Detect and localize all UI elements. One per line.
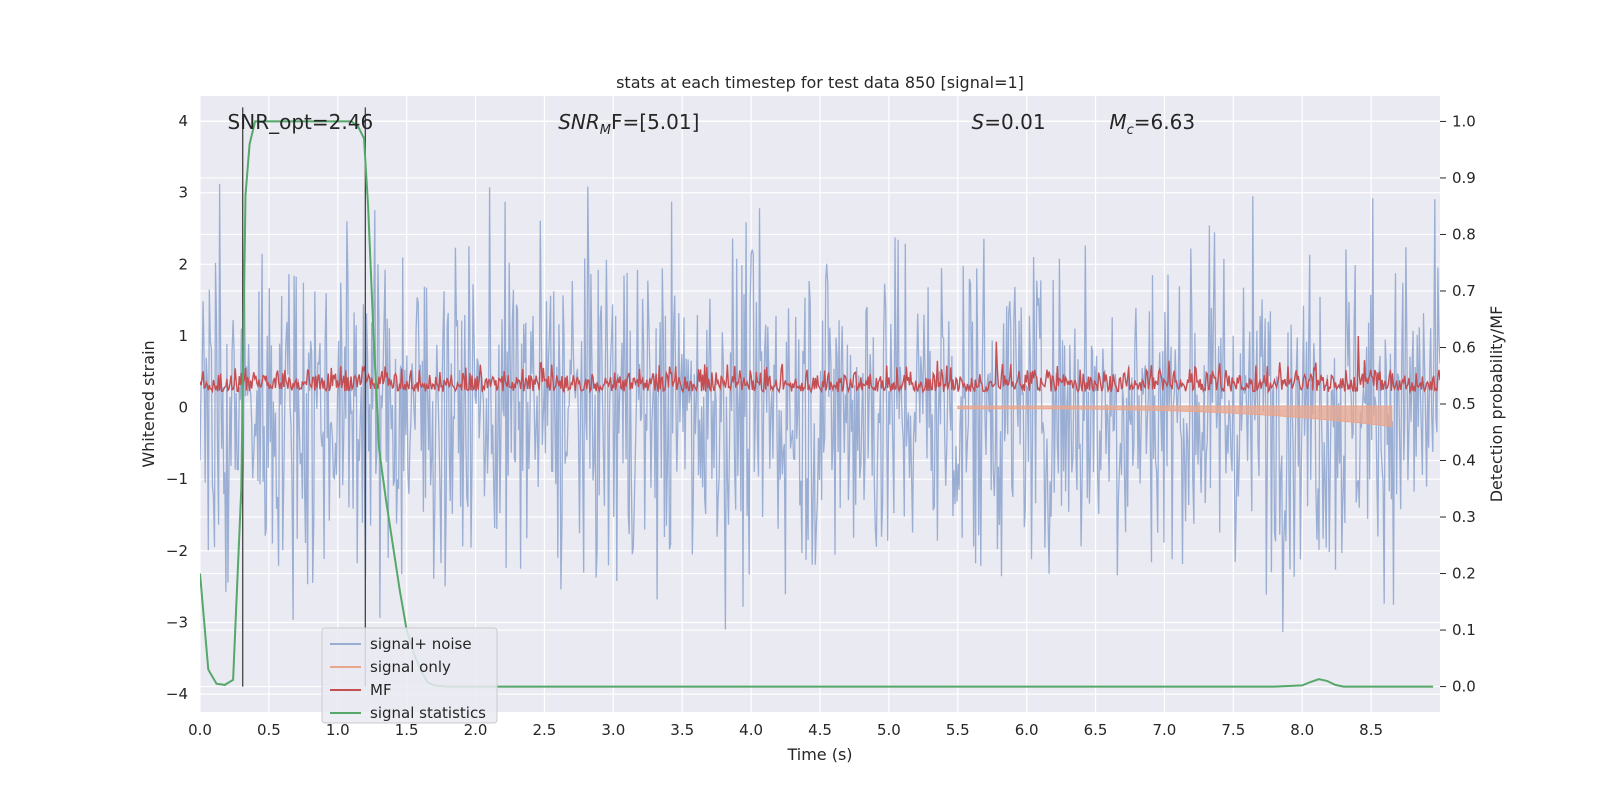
y-tick-label: −2 (166, 542, 188, 560)
x-tick-label: 1.0 (326, 721, 350, 739)
chart-title: stats at each timestep for test data 850… (616, 73, 1024, 92)
signal-plus-noise-line (200, 183, 1440, 632)
y-right-tick-label: 1.0 (1452, 112, 1476, 130)
y-right-tick-label: 0.7 (1452, 282, 1476, 300)
y-axis-right-label: Detection probability/MF (1487, 306, 1506, 503)
x-tick-label: 3.0 (601, 721, 625, 739)
x-tick-label: 7.5 (1221, 721, 1245, 739)
x-tick-label: 1.5 (395, 721, 419, 739)
y-right-tick-label: 0.3 (1452, 508, 1476, 526)
x-tick-label: 5.0 (877, 721, 901, 739)
y-tick-label: 2 (178, 255, 188, 273)
y-right-tick-label: 0.4 (1452, 452, 1476, 470)
series-signal-plus-noise (200, 183, 1440, 632)
signal-only-band (957, 405, 1393, 428)
x-tick-label: 7.0 (1153, 721, 1177, 739)
annotation-3: Mc=6.63 (1109, 110, 1195, 138)
series-signal-statistics (200, 120, 1434, 688)
y-right-tick-label: 0.5 (1452, 395, 1476, 413)
y-tick-label: −3 (166, 613, 188, 631)
x-tick-label: 5.5 (946, 721, 970, 739)
legend-box (321, 627, 498, 724)
y-right-tick-label: 0.9 (1452, 169, 1476, 187)
annotation-0: SNR_opt=2.46 (228, 110, 374, 134)
signal-statistics-line (200, 120, 1434, 688)
x-tick-label: 8.5 (1359, 721, 1383, 739)
legend: signal+ noise signal only MF signal statist… (321, 627, 498, 724)
series-signal-only (957, 405, 1393, 428)
x-axis-label: Time (s) (786, 745, 852, 764)
x-tick-label: 2.5 (533, 721, 557, 739)
series-mf (200, 335, 1440, 395)
axis-ticks: 0.0 0.5 1.0 1.5 2.0 2.5 3.0 3.5 4.0 4.5 5.0 5.5 6.0 6… (166, 112, 1476, 739)
x-tick-label: 6.5 (1084, 721, 1108, 739)
y-right-tick-label: 0.1 (1452, 621, 1476, 639)
y-tick-label: −1 (166, 470, 188, 488)
x-tick-label: 6.0 (1015, 721, 1039, 739)
y-tick-label: 0 (178, 399, 188, 417)
annotation-1: SNRMF=[5.01] (558, 110, 699, 138)
y-tick-label: −4 (166, 685, 188, 703)
annotation-2: S=0.01 (972, 110, 1046, 134)
y-tick-label: 4 (178, 112, 188, 130)
x-tick-label: 3.5 (670, 721, 694, 739)
legend-label-3: signal statistics (370, 704, 486, 722)
legend-label-0: signal+ noise (370, 635, 472, 653)
x-tick-label: 0.0 (188, 721, 212, 739)
y-right-tick-label: 0.2 (1452, 565, 1476, 583)
x-tick-label: 4.0 (739, 721, 763, 739)
y-tick-label: 1 (178, 327, 188, 345)
legend-label-2: MF (370, 681, 392, 699)
annotations: SNR_opt=2.46 SNRMF=[5.01] S=0.01 Mc=6.63 (228, 110, 1195, 138)
x-tick-label: 8.0 (1290, 721, 1314, 739)
legend-label-1: signal only (370, 658, 451, 676)
y-axis-label: Whitened strain (139, 340, 158, 467)
y-tick-label: 3 (178, 184, 188, 202)
mf-line (200, 335, 1440, 395)
x-tick-label: 0.5 (257, 721, 281, 739)
x-tick-label: 2.0 (464, 721, 488, 739)
y-right-tick-label: 0.0 (1452, 678, 1476, 696)
y-right-tick-label: 0.8 (1452, 225, 1476, 243)
x-tick-label: 4.5 (808, 721, 832, 739)
y-right-tick-label: 0.6 (1452, 338, 1476, 356)
